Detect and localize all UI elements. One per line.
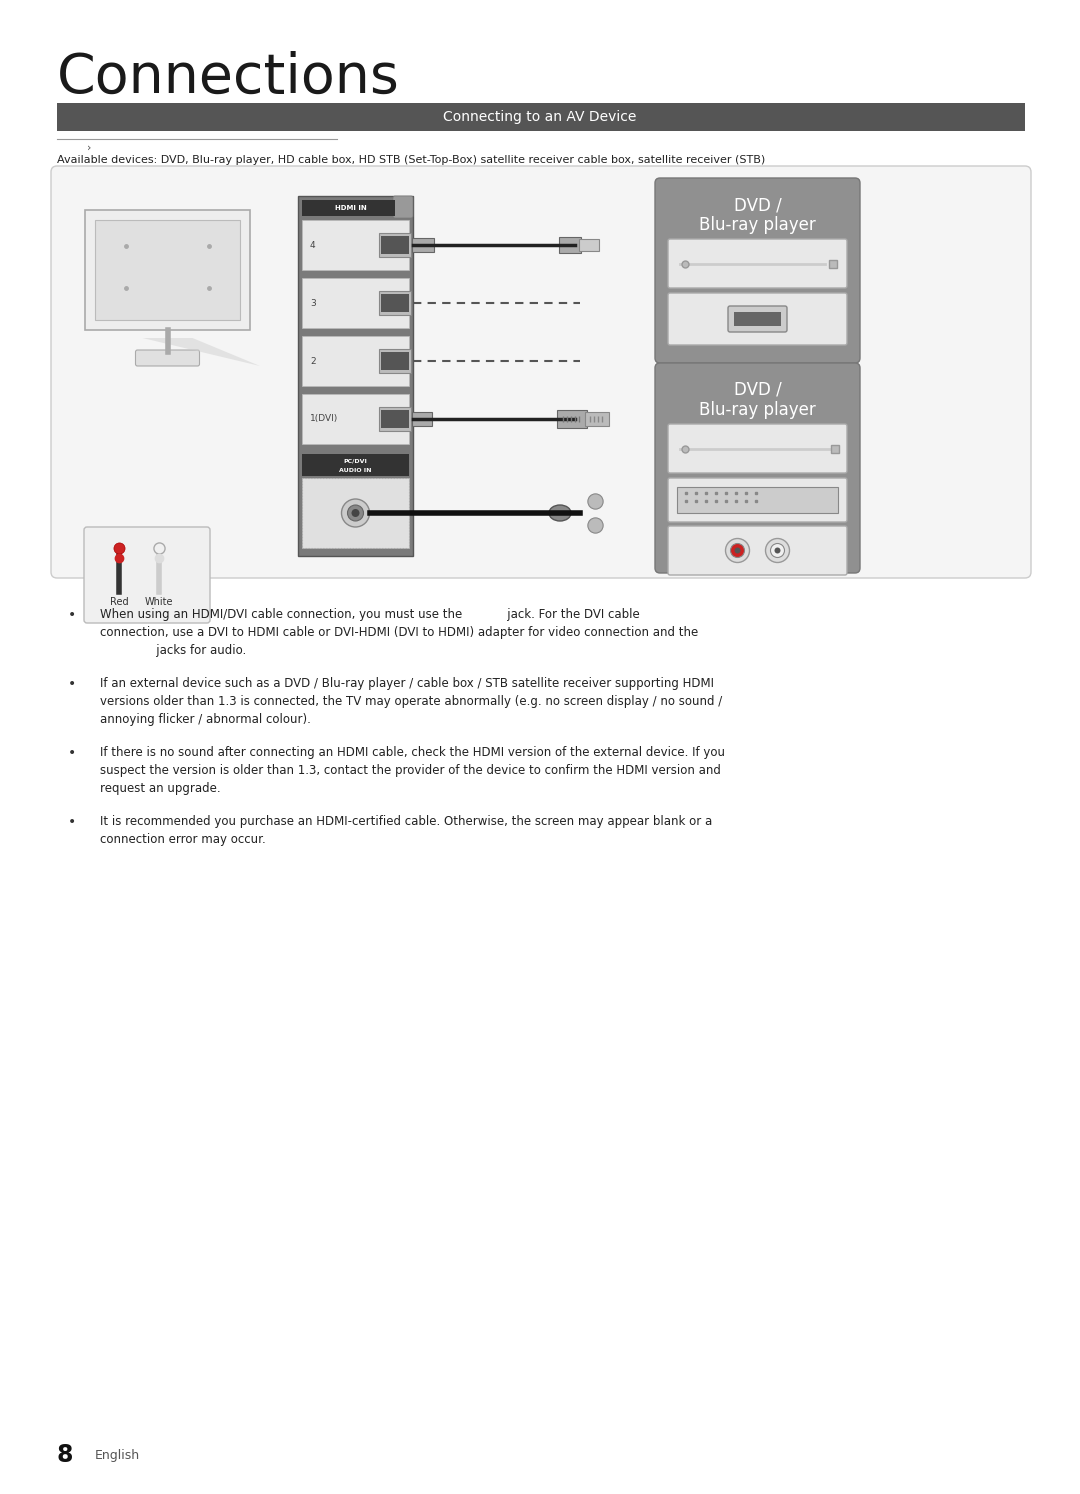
FancyBboxPatch shape xyxy=(411,412,432,426)
Circle shape xyxy=(341,499,369,527)
Text: ›: › xyxy=(87,143,92,152)
FancyBboxPatch shape xyxy=(57,103,1025,131)
Circle shape xyxy=(734,547,741,553)
FancyBboxPatch shape xyxy=(579,239,599,251)
Ellipse shape xyxy=(549,505,571,521)
FancyBboxPatch shape xyxy=(654,363,860,574)
Circle shape xyxy=(766,538,789,563)
FancyBboxPatch shape xyxy=(669,293,847,345)
FancyBboxPatch shape xyxy=(411,238,434,252)
FancyBboxPatch shape xyxy=(557,409,588,427)
Text: DVD /: DVD / xyxy=(733,196,781,214)
Text: It is recommended you purchase an HDMI-certified cable. Otherwise, the screen ma: It is recommended you purchase an HDMI-c… xyxy=(100,816,712,846)
Circle shape xyxy=(730,544,744,557)
FancyBboxPatch shape xyxy=(302,278,409,329)
FancyBboxPatch shape xyxy=(559,238,581,252)
Text: •: • xyxy=(68,746,77,760)
Text: 4: 4 xyxy=(310,241,315,249)
Circle shape xyxy=(348,505,364,521)
FancyBboxPatch shape xyxy=(95,220,240,320)
Text: DVD /: DVD / xyxy=(733,381,781,399)
FancyBboxPatch shape xyxy=(654,178,860,363)
FancyBboxPatch shape xyxy=(84,527,210,623)
Text: When using an HDMI/DVI cable connection, you must use the            jack. For t: When using an HDMI/DVI cable connection,… xyxy=(100,608,699,657)
FancyBboxPatch shape xyxy=(302,220,409,270)
Text: HDMI IN: HDMI IN xyxy=(335,205,366,211)
Text: 3: 3 xyxy=(310,299,315,308)
Text: 8: 8 xyxy=(57,1443,73,1467)
FancyBboxPatch shape xyxy=(379,291,411,315)
FancyBboxPatch shape xyxy=(302,200,395,217)
Text: •: • xyxy=(68,677,77,692)
Text: White: White xyxy=(145,598,173,607)
Text: Blu-ray player: Blu-ray player xyxy=(699,217,815,235)
FancyBboxPatch shape xyxy=(379,406,411,430)
FancyBboxPatch shape xyxy=(302,478,409,548)
FancyBboxPatch shape xyxy=(734,312,781,326)
FancyBboxPatch shape xyxy=(302,336,409,385)
Polygon shape xyxy=(143,338,260,366)
Text: 1(DVI): 1(DVI) xyxy=(310,414,338,423)
Text: •: • xyxy=(68,608,77,622)
FancyBboxPatch shape xyxy=(85,211,249,330)
FancyBboxPatch shape xyxy=(669,478,847,521)
FancyBboxPatch shape xyxy=(677,487,838,512)
FancyBboxPatch shape xyxy=(379,350,411,374)
Text: English: English xyxy=(95,1449,140,1461)
Text: If an external device such as a DVD / Blu-ray player / cable box / STB satellite: If an external device such as a DVD / Bl… xyxy=(100,677,723,726)
FancyBboxPatch shape xyxy=(135,350,200,366)
FancyBboxPatch shape xyxy=(585,412,609,426)
Text: 2: 2 xyxy=(310,357,315,366)
Text: If there is no sound after connecting an HDMI cable, check the HDMI version of t: If there is no sound after connecting an… xyxy=(100,746,725,795)
FancyBboxPatch shape xyxy=(51,166,1031,578)
Circle shape xyxy=(774,547,781,553)
FancyBboxPatch shape xyxy=(381,236,409,254)
FancyBboxPatch shape xyxy=(381,294,409,312)
FancyBboxPatch shape xyxy=(669,526,847,575)
Text: PC/DVI: PC/DVI xyxy=(343,459,367,463)
Text: Blu-ray player: Blu-ray player xyxy=(699,400,815,418)
Text: Connecting to an AV Device: Connecting to an AV Device xyxy=(443,111,637,124)
Circle shape xyxy=(726,538,750,563)
FancyBboxPatch shape xyxy=(669,239,847,288)
FancyBboxPatch shape xyxy=(393,196,413,218)
FancyBboxPatch shape xyxy=(381,409,409,427)
FancyBboxPatch shape xyxy=(379,233,411,257)
Circle shape xyxy=(770,544,784,557)
Text: •: • xyxy=(68,816,77,829)
FancyBboxPatch shape xyxy=(302,454,409,477)
FancyBboxPatch shape xyxy=(669,424,847,474)
Text: Connections: Connections xyxy=(57,51,400,105)
Text: Available devices: DVD, Blu-ray player, HD cable box, HD STB (Set-Top-Box) satel: Available devices: DVD, Blu-ray player, … xyxy=(57,155,766,164)
Text: Red: Red xyxy=(110,598,129,607)
Text: AUDIO IN: AUDIO IN xyxy=(339,468,372,472)
Circle shape xyxy=(351,509,360,517)
FancyBboxPatch shape xyxy=(302,394,409,444)
FancyBboxPatch shape xyxy=(298,196,413,556)
FancyBboxPatch shape xyxy=(381,353,409,371)
FancyBboxPatch shape xyxy=(728,306,787,332)
